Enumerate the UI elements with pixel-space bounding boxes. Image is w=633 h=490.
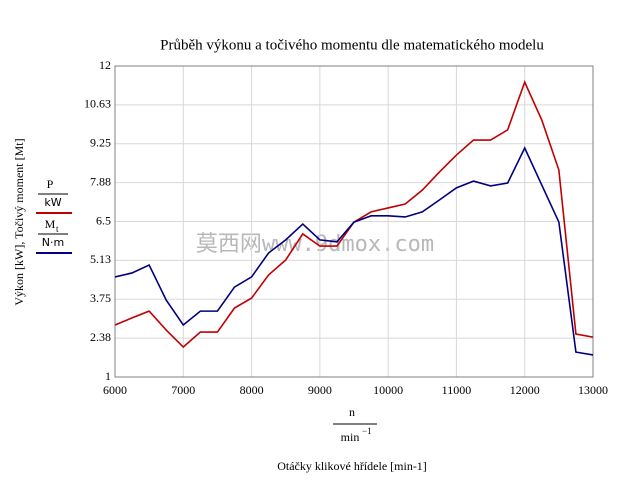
legend-name: P <box>47 177 54 191</box>
x-tick-label: 9000 <box>308 383 332 397</box>
x-tick-label: 7000 <box>171 383 195 397</box>
y-tick-label: 5.13 <box>90 252 111 266</box>
x-axis-title: Otáčky klikové hřídele [min-1] <box>277 459 427 473</box>
legend-subscript: t <box>56 224 59 234</box>
x-tick-label: 13000 <box>578 383 608 397</box>
plot-frame <box>114 65 594 378</box>
x-tick-label: 11000 <box>442 383 472 397</box>
series-line <box>114 79 594 349</box>
y-tick-label: 2.38 <box>90 330 111 344</box>
x-label-denominator: min <box>341 430 360 444</box>
y-tick-label: 6.5 <box>96 213 111 227</box>
y-axis-label: Výkon [kW], Točivý moment [Mt] <box>12 138 26 305</box>
chart-title: Průběh výkonu a točivého momentu dle mat… <box>160 37 544 53</box>
x-tick-label: 12000 <box>510 383 540 397</box>
y-tick-label: 7.88 <box>90 174 111 188</box>
x-label-numerator: n <box>349 405 355 419</box>
y-tick-label: 9.25 <box>90 136 111 150</box>
y-tick-label: 10.63 <box>84 97 111 111</box>
y-tick-label: 12 <box>99 58 111 72</box>
series-line <box>114 146 594 356</box>
legend-name: M <box>45 217 56 231</box>
y-tick-label: 1 <box>105 369 111 383</box>
y-tick-label: 3.75 <box>90 291 111 305</box>
x-tick-label: 8000 <box>240 383 264 397</box>
x-tick-label: 6000 <box>103 383 127 397</box>
legend-unit: kW <box>44 196 61 209</box>
legend-unit: N·m <box>42 236 64 249</box>
x-label-exponent: −1 <box>362 426 372 436</box>
x-tick-label: 10000 <box>373 383 403 397</box>
